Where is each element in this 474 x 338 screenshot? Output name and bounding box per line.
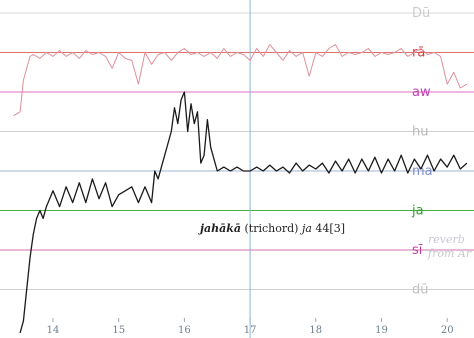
faint-text-0: reverb <box>428 233 465 246</box>
series-line-1 <box>19 91 468 334</box>
annotation-word: jahākā <box>198 222 241 235</box>
x-tick-label-2: 16 <box>178 325 191 336</box>
annotation-word2: ja <box>299 222 312 235</box>
series-line-0 <box>13 44 468 117</box>
annotation-label: jahākā (trichord) ja 44[3] <box>198 222 345 235</box>
x-tick-label-0: 14 <box>47 325 60 336</box>
x-axis-ticks: 14 15 16 17 18 19 20 <box>47 318 454 336</box>
x-tick-label-1: 15 <box>112 325 125 336</box>
x-tick-label-5: 19 <box>375 325 388 336</box>
annotation-suffix: 44[3] <box>312 222 345 235</box>
svara-label-5: ja <box>411 204 424 219</box>
svara-label-0: Dū <box>412 6 430 21</box>
pitch-series <box>13 44 468 334</box>
svara-label-3: hu <box>412 125 428 140</box>
x-tick-label-4: 18 <box>309 325 322 336</box>
svara-label-7: dū <box>412 283 429 298</box>
svara-label-6: sī <box>412 243 423 258</box>
svara-label-4: ma <box>412 164 433 179</box>
faint-text-1: from Ar <box>427 247 472 260</box>
svara-label-2: aw <box>412 85 431 100</box>
x-tick-label-6: 20 <box>441 325 454 336</box>
x-tick-label-3: 17 <box>244 325 257 336</box>
annotation-middle: (trichord) <box>241 222 302 235</box>
